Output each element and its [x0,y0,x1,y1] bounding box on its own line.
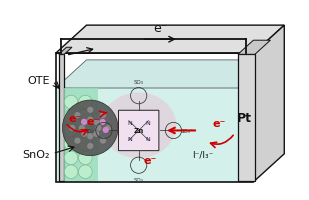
Circle shape [93,119,99,126]
Circle shape [64,110,78,123]
Polygon shape [253,61,284,182]
Text: OTE: OTE [27,76,49,86]
Polygon shape [56,61,284,89]
Text: N: N [146,120,150,125]
Text: SO₃: SO₃ [134,80,144,85]
Text: N: N [127,136,132,141]
Polygon shape [59,48,72,55]
Circle shape [87,117,94,123]
Circle shape [64,137,78,151]
Circle shape [64,96,78,109]
Circle shape [100,138,106,144]
Text: SO₃: SO₃ [85,128,95,133]
Text: Zn: Zn [133,128,144,134]
Text: Pt: Pt [236,112,252,124]
Text: I⁻/I₃⁻: I⁻/I₃⁻ [193,149,214,158]
Circle shape [78,96,92,109]
Polygon shape [238,41,270,55]
Text: SnO₂: SnO₂ [22,149,49,159]
Circle shape [64,165,78,179]
Circle shape [64,123,78,137]
Circle shape [81,119,87,125]
Text: e⁻: e⁻ [144,155,157,165]
Circle shape [87,133,94,140]
Text: SO₃: SO₃ [134,177,144,182]
Circle shape [62,101,118,156]
Text: e⁻: e⁻ [153,22,167,35]
Circle shape [81,119,88,126]
Polygon shape [59,55,64,181]
Text: N: N [146,136,150,141]
Circle shape [78,137,92,151]
Circle shape [78,123,92,137]
FancyBboxPatch shape [118,111,159,151]
Circle shape [78,165,92,179]
Circle shape [78,110,92,123]
Polygon shape [253,26,284,182]
Text: SO₃⁻: SO₃⁻ [181,128,194,133]
Circle shape [74,138,81,144]
Polygon shape [56,26,284,54]
Polygon shape [238,55,255,181]
Circle shape [95,125,102,132]
Circle shape [99,119,106,125]
Circle shape [74,112,81,119]
Polygon shape [56,89,253,182]
Circle shape [78,151,92,165]
Ellipse shape [101,93,176,158]
Circle shape [78,125,85,132]
Circle shape [87,143,94,150]
Circle shape [69,125,75,132]
Circle shape [105,125,112,132]
Circle shape [81,131,88,137]
Circle shape [103,127,109,133]
Circle shape [64,151,78,165]
Circle shape [87,107,94,114]
Text: e⁻: e⁻ [213,118,226,128]
Text: N: N [127,120,132,125]
Polygon shape [64,89,98,181]
Text: e⁻: e⁻ [87,116,100,126]
Text: e⁻: e⁻ [69,113,82,123]
Circle shape [93,131,99,137]
Circle shape [100,112,106,119]
